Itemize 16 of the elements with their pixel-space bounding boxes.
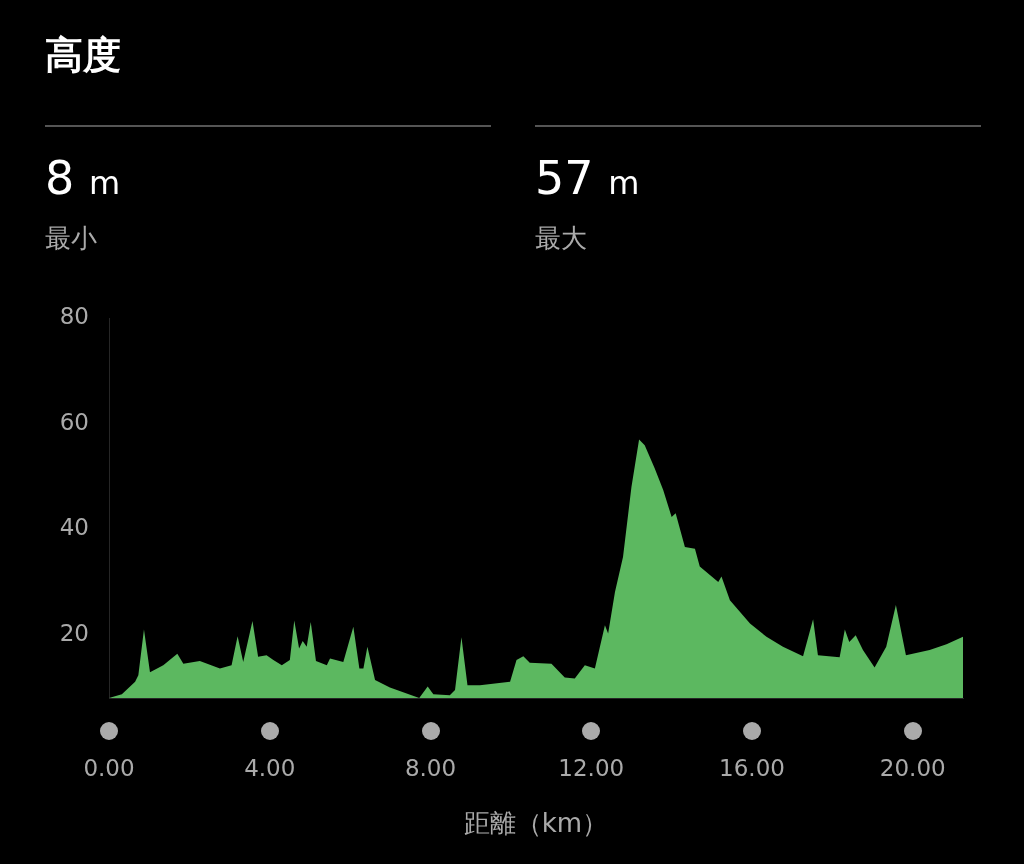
- y-tick-label: 20: [59, 619, 89, 646]
- y-tick-label: 80: [59, 302, 89, 329]
- x-tick-label: 16.00: [719, 754, 785, 781]
- y-tick-label: 40: [59, 514, 89, 541]
- y-tick-label: 60: [59, 408, 89, 435]
- x-tick-label: 8.00: [404, 754, 457, 781]
- chart-title: 高度: [45, 32, 121, 79]
- x-tick-label: 4.00: [244, 754, 296, 781]
- x-tick-label: 0.00: [83, 754, 135, 781]
- x-tick-label: 20.00: [879, 754, 946, 781]
- text: 最小: [45, 222, 98, 255]
- text: 57 m: [535, 150, 640, 207]
- x-tick-label: 12.00: [558, 754, 625, 781]
- x-axis-title: 距離（km）: [463, 807, 609, 838]
- text: 最大: [535, 222, 588, 255]
- text: 8 m: [45, 150, 121, 207]
